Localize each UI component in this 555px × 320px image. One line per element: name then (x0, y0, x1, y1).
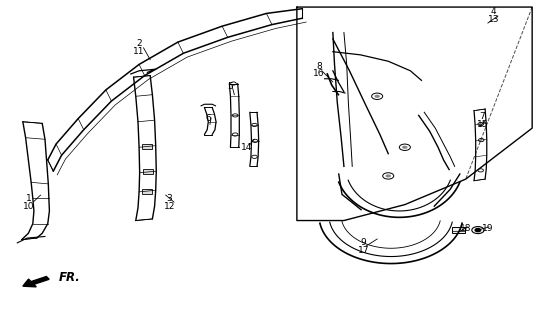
Bar (143, 144, 153, 149)
Text: 19: 19 (482, 224, 493, 233)
FancyArrow shape (23, 276, 49, 287)
Text: 9: 9 (360, 238, 366, 247)
Text: 4: 4 (491, 7, 496, 16)
Text: 13: 13 (488, 15, 499, 24)
Circle shape (386, 174, 391, 178)
Circle shape (375, 95, 380, 98)
Text: 12: 12 (164, 202, 175, 211)
Text: 1: 1 (26, 194, 31, 203)
Text: 8: 8 (316, 61, 322, 70)
Text: 17: 17 (357, 246, 369, 255)
Text: 14: 14 (241, 143, 253, 152)
Bar (143, 169, 153, 174)
Text: 15: 15 (477, 120, 488, 130)
Text: 11: 11 (133, 47, 145, 56)
Bar (452, 227, 465, 233)
Text: 18: 18 (460, 224, 472, 233)
Bar (143, 188, 153, 194)
Text: 5: 5 (228, 82, 233, 91)
Text: 6: 6 (205, 114, 211, 123)
Text: 16: 16 (313, 69, 325, 78)
Text: 2: 2 (137, 39, 142, 48)
Text: 3: 3 (166, 194, 173, 203)
Text: 10: 10 (23, 202, 34, 211)
Circle shape (475, 228, 481, 232)
Circle shape (402, 146, 407, 149)
Text: FR.: FR. (59, 271, 80, 284)
Text: 7: 7 (480, 113, 485, 122)
